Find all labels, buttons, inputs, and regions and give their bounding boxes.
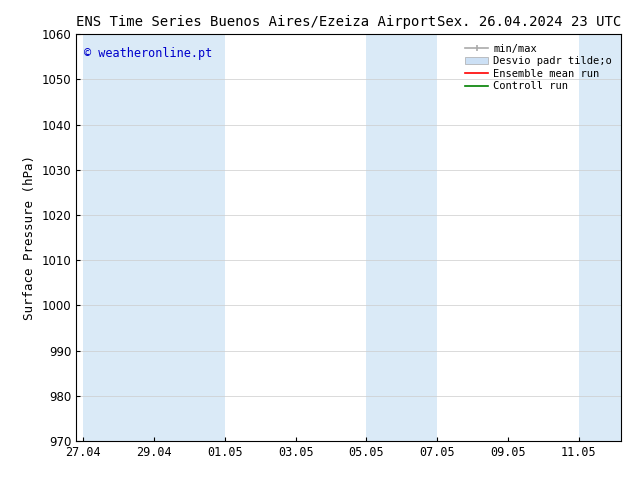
Text: Sex. 26.04.2024 23 UTC: Sex. 26.04.2024 23 UTC: [437, 15, 621, 29]
Text: © weatheronline.pt: © weatheronline.pt: [84, 47, 212, 59]
Text: ENS Time Series Buenos Aires/Ezeiza Airport: ENS Time Series Buenos Aires/Ezeiza Airp…: [76, 15, 436, 29]
Bar: [579, 34, 621, 441]
Legend: min/max, Desvio padr tilde;o, Ensemble mean run, Controll run: min/max, Desvio padr tilde;o, Ensemble m…: [461, 40, 616, 96]
Bar: [83, 34, 154, 441]
Y-axis label: Surface Pressure (hPa): Surface Pressure (hPa): [23, 155, 36, 320]
Bar: [366, 34, 437, 441]
Title: ENS Time Series Buenos Aires/Ezeiza Airport      Sex. 26.04.2024 23 UTC: ENS Time Series Buenos Aires/Ezeiza Airp…: [0, 489, 1, 490]
Bar: [154, 34, 225, 441]
